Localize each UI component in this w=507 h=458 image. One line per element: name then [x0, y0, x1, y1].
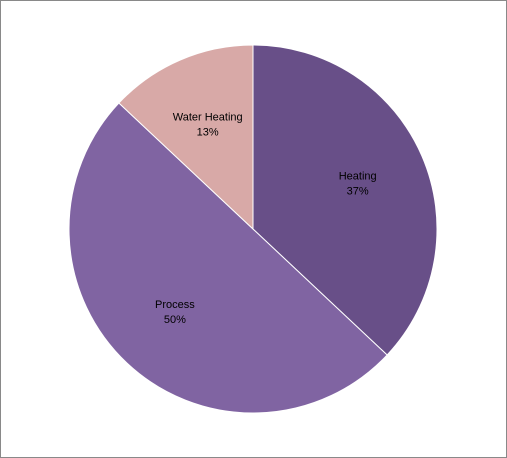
slice-heating — [252, 44, 438, 356]
slice-water-heating — [118, 44, 254, 231]
pie-labels: Heating 37% Process 50% Water Heating 13% — [155, 111, 377, 326]
pie-slices — [68, 44, 438, 414]
slice-percent-water-heating: 13% — [197, 126, 219, 138]
slice-percent-process: 50% — [164, 314, 186, 326]
slice-percent-heating: 37% — [347, 186, 369, 198]
slice-process — [68, 102, 388, 414]
slice-label-process: Process — [155, 299, 195, 311]
slice-label-heating: Heating — [339, 171, 377, 183]
slice-label-water-heating: Water Heating — [173, 111, 243, 123]
